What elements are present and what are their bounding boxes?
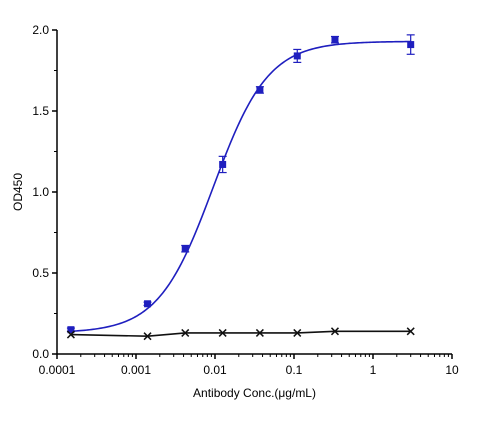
x-marker — [406, 327, 415, 336]
x-tick-label: 0.1 — [286, 363, 303, 377]
y-tick-label: 0.5 — [32, 266, 49, 280]
x-marker — [330, 327, 339, 336]
square-marker — [293, 52, 301, 60]
x-tick-label: 10 — [445, 363, 459, 377]
x-marker-stroke — [218, 328, 227, 337]
y-axis-title: OD450 — [11, 173, 25, 211]
square-marker — [407, 41, 415, 49]
series-0-fit-line — [70, 40, 411, 333]
x-marker — [181, 328, 190, 337]
x-tick-label: 0.001 — [121, 363, 151, 377]
x-marker-stroke — [66, 330, 75, 339]
square-marker — [67, 326, 75, 334]
x-marker-stroke — [255, 328, 264, 337]
y-tick-label: 1.5 — [32, 104, 49, 118]
axes: 0.0 0.5 1.0 1.5 2.0 0.0001 0.001 0.01 0.1 1 10 — [32, 23, 459, 377]
x-marker-stroke — [330, 327, 339, 336]
x-marker — [218, 328, 227, 337]
x-marker — [255, 328, 264, 337]
x-axis-title: Antibody Conc.(μg/mL) — [193, 386, 316, 400]
series-1-fit-line — [70, 330, 411, 337]
x-tick-label: 1 — [370, 363, 377, 377]
square-marker — [331, 36, 339, 44]
y-tick-label: 1.0 — [32, 185, 49, 199]
x-marker-stroke — [293, 328, 302, 337]
x-marker — [143, 332, 152, 341]
y-tick-label: 2.0 — [32, 23, 49, 37]
x-marker-stroke — [143, 332, 152, 341]
y-tick-label: 0.0 — [32, 347, 49, 361]
x-tick-label: 0.01 — [203, 363, 227, 377]
square-marker — [219, 160, 227, 168]
x-tick-label: 0.0001 — [39, 363, 76, 377]
data-points — [66, 34, 415, 341]
x-marker-stroke — [406, 327, 415, 336]
square-marker — [144, 300, 152, 308]
x-marker — [293, 328, 302, 337]
square-marker — [256, 86, 264, 94]
x-marker-stroke — [181, 328, 190, 337]
x-marker — [66, 330, 75, 339]
curves — [70, 40, 411, 337]
square-marker — [181, 245, 189, 253]
